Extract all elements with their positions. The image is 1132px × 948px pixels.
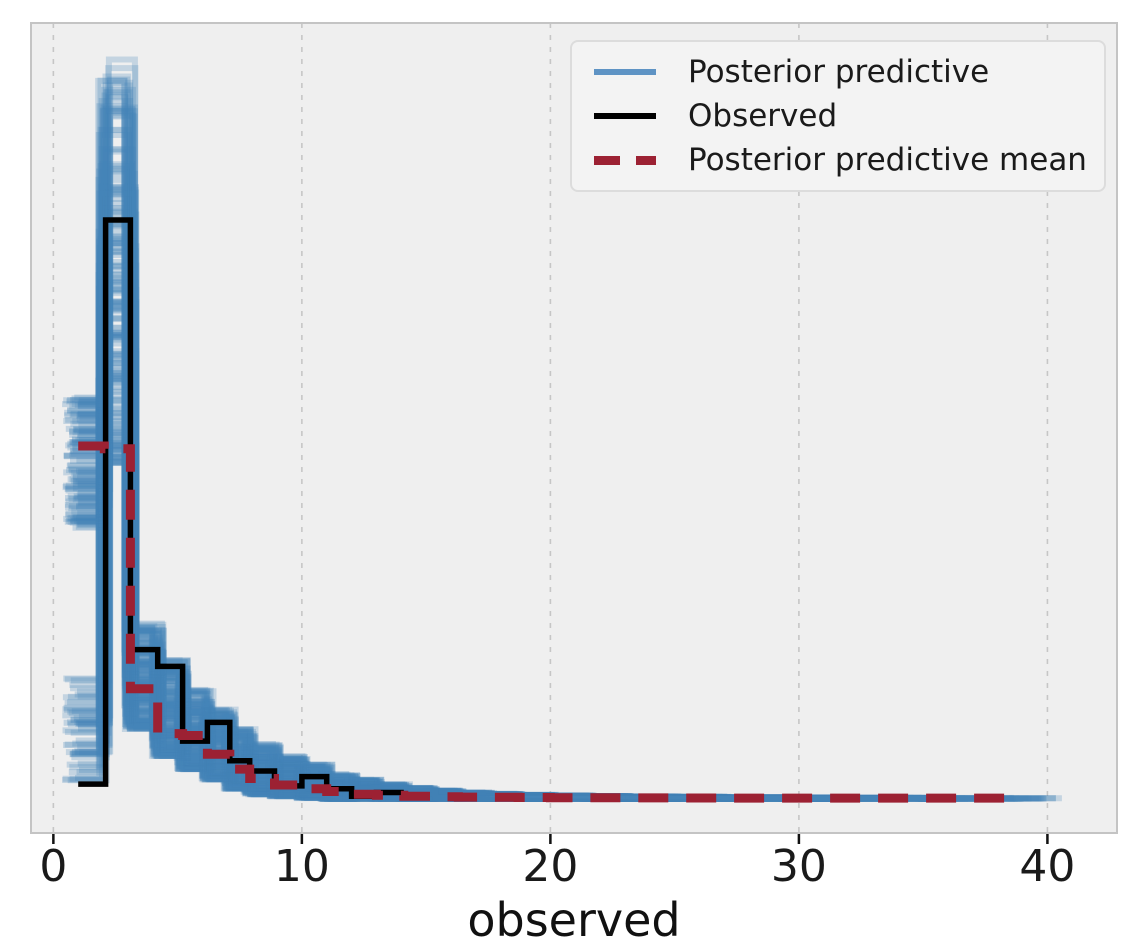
- posterior-predictive-sample-line: [65, 455, 860, 802]
- posterior-predictive-sample-line: [78, 73, 945, 802]
- posterior-predictive-sample-line: [64, 329, 496, 802]
- posterior-predictive-sample-line: [72, 418, 778, 802]
- posterior-predictive-sample-line: [63, 191, 1029, 802]
- legend-label-posterior-predictive-mean: Posterior predictive mean: [688, 142, 1087, 178]
- posterior-predictive-sample-line: [63, 331, 769, 802]
- posterior-predictive-sample-line: [77, 208, 760, 802]
- posterior-predictive-sample-line: [72, 222, 737, 802]
- posterior-predictive-sample-line: [77, 370, 670, 802]
- legend-item-observed: Observed: [594, 98, 1094, 134]
- posterior-predictive-line-icon: [594, 69, 656, 75]
- posterior-predictive-sample-line: [64, 453, 559, 802]
- posterior-predictive-sample-line: [73, 103, 489, 802]
- posterior-predictive-sample-line: [71, 430, 492, 801]
- posterior-predictive-sample-line: [64, 76, 578, 802]
- posterior-predictive-sample-line: [69, 370, 742, 802]
- legend-item-posterior-predictive: Posterior predictive: [594, 54, 1094, 90]
- posterior-predictive-mean-line: [78, 441, 1016, 803]
- legend-label-posterior-predictive: Posterior predictive: [688, 54, 990, 90]
- posterior-predictive-sample-line: [67, 248, 497, 802]
- observed-line-icon: [594, 113, 656, 119]
- posterior-predictive-sample-line: [76, 387, 639, 802]
- posterior-predictive-sample-line: [78, 108, 560, 802]
- x-tick-label-10: 10: [274, 841, 330, 892]
- posterior-predictive-sample-line: [70, 288, 607, 802]
- posterior-predictive-sample-line: [70, 127, 577, 801]
- posterior-predictive-sample-line: [65, 186, 675, 802]
- legend-label-observed: Observed: [688, 98, 838, 134]
- posterior-predictive-sample-line: [78, 170, 891, 802]
- x-tick-label-20: 20: [522, 841, 578, 892]
- x-tick-label-40: 40: [1019, 841, 1075, 892]
- axes-spines: [30, 22, 1118, 834]
- posterior-predictive-sample-line: [72, 263, 647, 802]
- posterior-predictive-sample-line: [76, 56, 662, 802]
- legend: Posterior predictive Observed Posterior …: [570, 40, 1106, 192]
- posterior-predictive-sample-line: [67, 108, 654, 802]
- posterior-predictive-sample-line: [77, 236, 654, 802]
- x-axis-label: observed: [467, 893, 681, 947]
- posterior-predictive-sample-line: [70, 353, 786, 802]
- posterior-predictive-sample-line: [79, 396, 480, 802]
- posterior-predictive-sample-line: [70, 442, 568, 801]
- legend-item-posterior-predictive-mean: Posterior predictive mean: [594, 142, 1094, 178]
- posterior-predictive-sample-line: [76, 428, 526, 801]
- posterior-predictive-sample-line: [79, 428, 630, 802]
- x-tick-label-0: 0: [39, 841, 67, 892]
- observed-line: [78, 217, 404, 799]
- posterior-predictive-mean-line-icon: [594, 155, 656, 165]
- posterior-predictive-sample-line: [68, 434, 934, 802]
- posterior-predictive-sample-line: [73, 314, 906, 802]
- x-tick-label-30: 30: [771, 841, 827, 892]
